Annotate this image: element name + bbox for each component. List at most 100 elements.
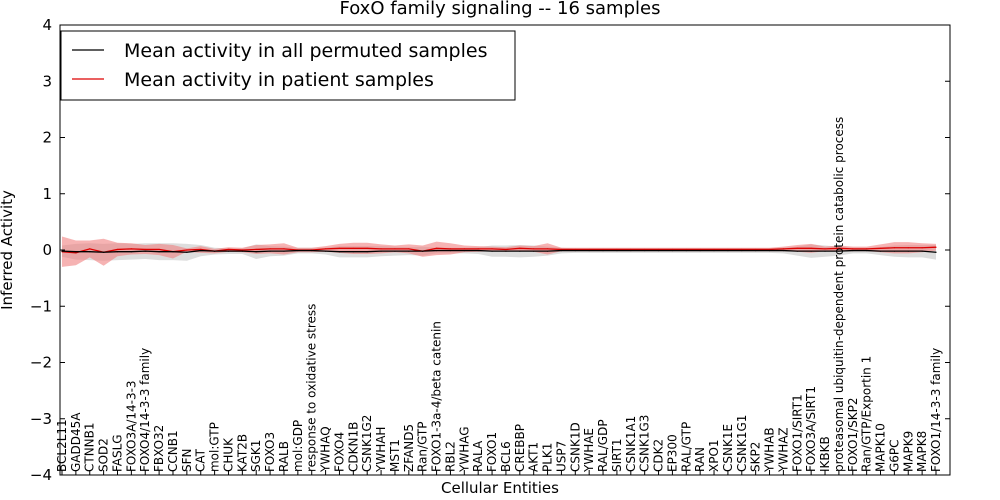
data-point-s1-30: [477, 248, 479, 250]
data-point-s1-28: [449, 248, 452, 250]
data-point-s0-1: [75, 251, 77, 253]
data-point-s1-20: [338, 247, 341, 249]
data-point-s0-16: [283, 250, 285, 252]
entity-label-12: CHUK: [221, 437, 235, 472]
data-point-s0-18: [311, 249, 313, 252]
data-point-s1-37: [574, 248, 576, 251]
data-point-s0-23: [380, 250, 382, 252]
entity-label-63: FOXO1/14-3-3 family: [929, 348, 943, 472]
y-tick-label-1: −3: [30, 410, 52, 428]
entity-label-44: EP300: [665, 434, 679, 472]
x-axis-title: Cellular Entities: [441, 479, 559, 497]
entity-label-28: RBL2: [443, 441, 457, 472]
data-point-s1-12: [227, 248, 230, 251]
x-axis: BCL2L11 GADD45A CTNNB1 SOD2 FASLG FOXO3A/14-3…: [55, 117, 943, 475]
data-point-s1-40: [616, 248, 618, 251]
chart-title: FoxO family signaling -- 16 samples: [340, 0, 661, 19]
data-point-s0-33: [519, 250, 521, 252]
data-point-s1-49: [741, 248, 743, 251]
data-point-s1-36: [560, 248, 563, 251]
entity-label-40: SIRT1: [610, 438, 624, 472]
y-axis-title: Inferred Activity: [0, 190, 16, 310]
entity-label-55: IKBKB: [818, 436, 832, 472]
data-point-s0-5: [130, 251, 132, 253]
data-point-s1-22: [366, 247, 368, 249]
data-point-s1-47: [713, 248, 715, 251]
entity-label-6: FOXO4/14-3-3 family: [138, 348, 152, 472]
entity-label-48: CSNK1E: [721, 424, 735, 472]
entity-label-18: response to oxidative stress: [305, 304, 319, 472]
data-point-s1-16: [283, 248, 285, 250]
data-point-s0-54: [810, 250, 812, 252]
data-point-s0-22: [366, 251, 368, 253]
entity-label-11: mol:GTP: [208, 422, 222, 472]
data-point-s0-7: [158, 251, 160, 253]
legend-label-patient: Mean activity in patient samples: [124, 69, 434, 91]
entity-label-2: CTNNB1: [83, 422, 97, 472]
data-point-s1-62: [921, 247, 923, 249]
entity-label-10: CAT: [194, 448, 208, 472]
data-point-s0-14: [255, 251, 257, 253]
entity-label-35: PLK1: [541, 443, 555, 472]
y-tick-label-0: −4: [30, 466, 52, 484]
data-point-s0-11: [214, 250, 216, 252]
entity-label-0: BCL2L11: [55, 419, 69, 472]
data-point-s0-27: [435, 249, 438, 252]
entity-label-38: YWHAE: [582, 428, 596, 473]
data-point-s0-40: [616, 249, 618, 252]
entity-label-14: SGK1: [249, 440, 263, 472]
data-point-s0-53: [796, 250, 798, 252]
entity-label-22: CSNK1G2: [360, 415, 374, 472]
legend-label-permuted: Mean activity in all permuted samples: [124, 40, 487, 62]
data-point-s1-57: [852, 248, 854, 250]
entity-label-45: RAL/GTP: [679, 422, 693, 472]
data-point-s1-29: [463, 248, 465, 250]
data-point-s0-30: [477, 249, 479, 252]
data-point-s0-24: [394, 250, 396, 252]
entity-label-25: ZFAND5: [402, 424, 416, 472]
data-point-s1-59: [879, 247, 882, 249]
data-point-s0-38: [588, 249, 590, 252]
entity-label-20: FOXO4: [332, 432, 346, 472]
data-point-s0-36: [560, 249, 563, 252]
entity-label-58: Ran/GTP/Exportin 1: [860, 356, 874, 472]
entity-label-42: CSNK1G3: [638, 415, 652, 472]
entity-label-62: MAPK8: [915, 431, 929, 472]
data-point-s0-48: [727, 249, 729, 252]
entity-label-19: YWHAQ: [319, 426, 333, 473]
y-tick-label-7: 3: [42, 72, 52, 90]
entity-label-56: proteasomal ubiquitin-dependent protein …: [832, 117, 846, 472]
data-point-s0-28: [449, 249, 452, 252]
entity-label-52: YWHAZ: [776, 427, 790, 473]
y-axis: −4 −3 −2 −1 0 1 2 3 4: [30, 16, 950, 484]
data-point-s0-19: [324, 250, 327, 252]
data-point-s0-20: [338, 251, 341, 253]
data-point-s0-0: [61, 250, 63, 252]
data-point-s1-27: [435, 247, 438, 249]
data-point-s1-55: [824, 248, 826, 250]
data-point-s0-31: [491, 250, 493, 252]
data-point-s1-52: [782, 248, 784, 250]
data-point-s1-15: [269, 248, 271, 250]
y-tick-label-5: 1: [42, 185, 52, 203]
data-point-s1-25: [408, 248, 410, 250]
data-point-s1-23: [380, 248, 382, 250]
data-point-s0-45: [685, 249, 687, 252]
entity-label-3: SOD2: [97, 438, 111, 472]
entity-label-41: CSNK1A1: [624, 416, 638, 472]
data-point-s1-39: [602, 248, 604, 251]
data-point-s1-63: [935, 246, 937, 248]
data-point-s0-2: [89, 251, 91, 253]
error-bands: [62, 236, 936, 267]
legend-box: [60, 30, 516, 101]
entity-label-47: XPO1: [707, 439, 721, 472]
data-point-s1-44: [671, 248, 674, 251]
data-point-s0-44: [671, 249, 674, 252]
entity-label-31: FOXO1: [485, 432, 499, 472]
data-point-s0-47: [713, 249, 715, 252]
entity-label-46: RAN: [693, 447, 707, 472]
data-point-s0-3: [103, 251, 105, 253]
entity-label-26: Ran/GTP: [416, 421, 430, 472]
entity-label-24: MST1: [388, 439, 402, 472]
entity-label-21: CDKN1B: [346, 422, 360, 472]
